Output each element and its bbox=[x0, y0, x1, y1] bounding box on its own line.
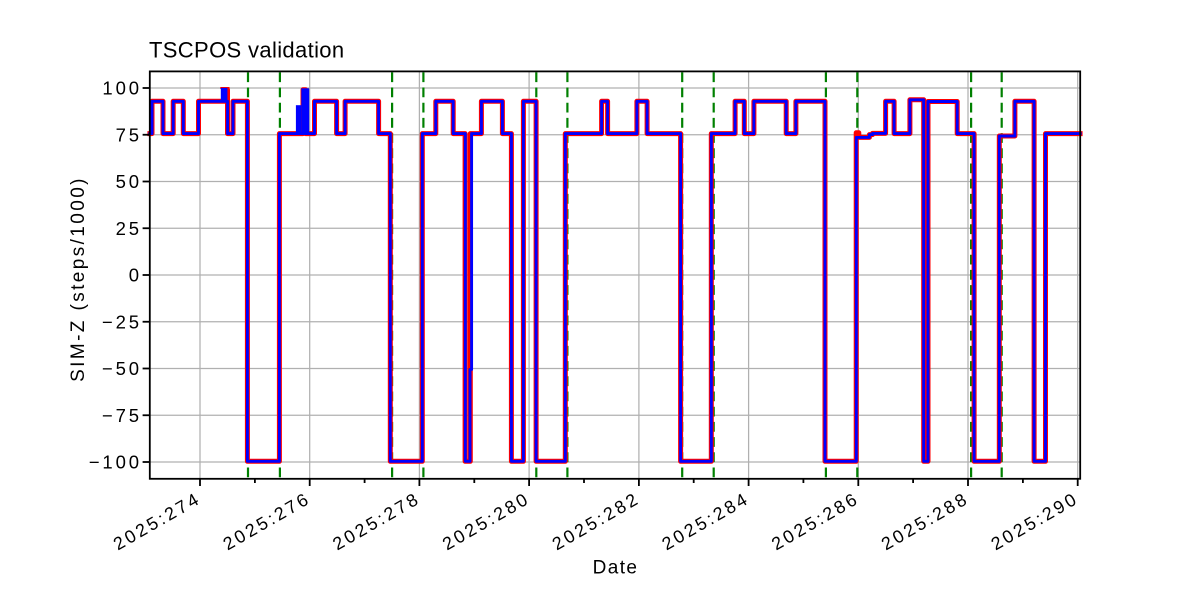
svg-text:−50: −50 bbox=[102, 358, 142, 379]
svg-text:75: 75 bbox=[116, 124, 142, 145]
svg-text:−75: −75 bbox=[102, 405, 142, 426]
svg-text:SIM-Z (steps/1000): SIM-Z (steps/1000) bbox=[68, 176, 89, 382]
svg-text:Date: Date bbox=[593, 558, 639, 579]
svg-text:0: 0 bbox=[129, 265, 142, 286]
svg-text:−25: −25 bbox=[102, 311, 142, 332]
svg-text:50: 50 bbox=[116, 171, 142, 192]
svg-text:100: 100 bbox=[102, 78, 142, 99]
svg-text:TSCPOS validation: TSCPOS validation bbox=[149, 37, 344, 62]
svg-text:−100: −100 bbox=[89, 452, 142, 473]
svg-text:25: 25 bbox=[116, 218, 142, 239]
